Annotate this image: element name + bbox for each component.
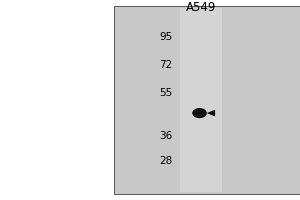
Polygon shape: [207, 110, 215, 116]
Text: 95: 95: [159, 32, 172, 42]
Bar: [180, 8, 222, 192]
Text: 72: 72: [159, 60, 172, 70]
Text: 28: 28: [159, 156, 172, 166]
Bar: [114, 6, 300, 194]
Text: 55: 55: [159, 88, 172, 98]
Text: A549: A549: [186, 1, 216, 14]
Text: 36: 36: [159, 131, 172, 141]
Circle shape: [193, 109, 206, 117]
